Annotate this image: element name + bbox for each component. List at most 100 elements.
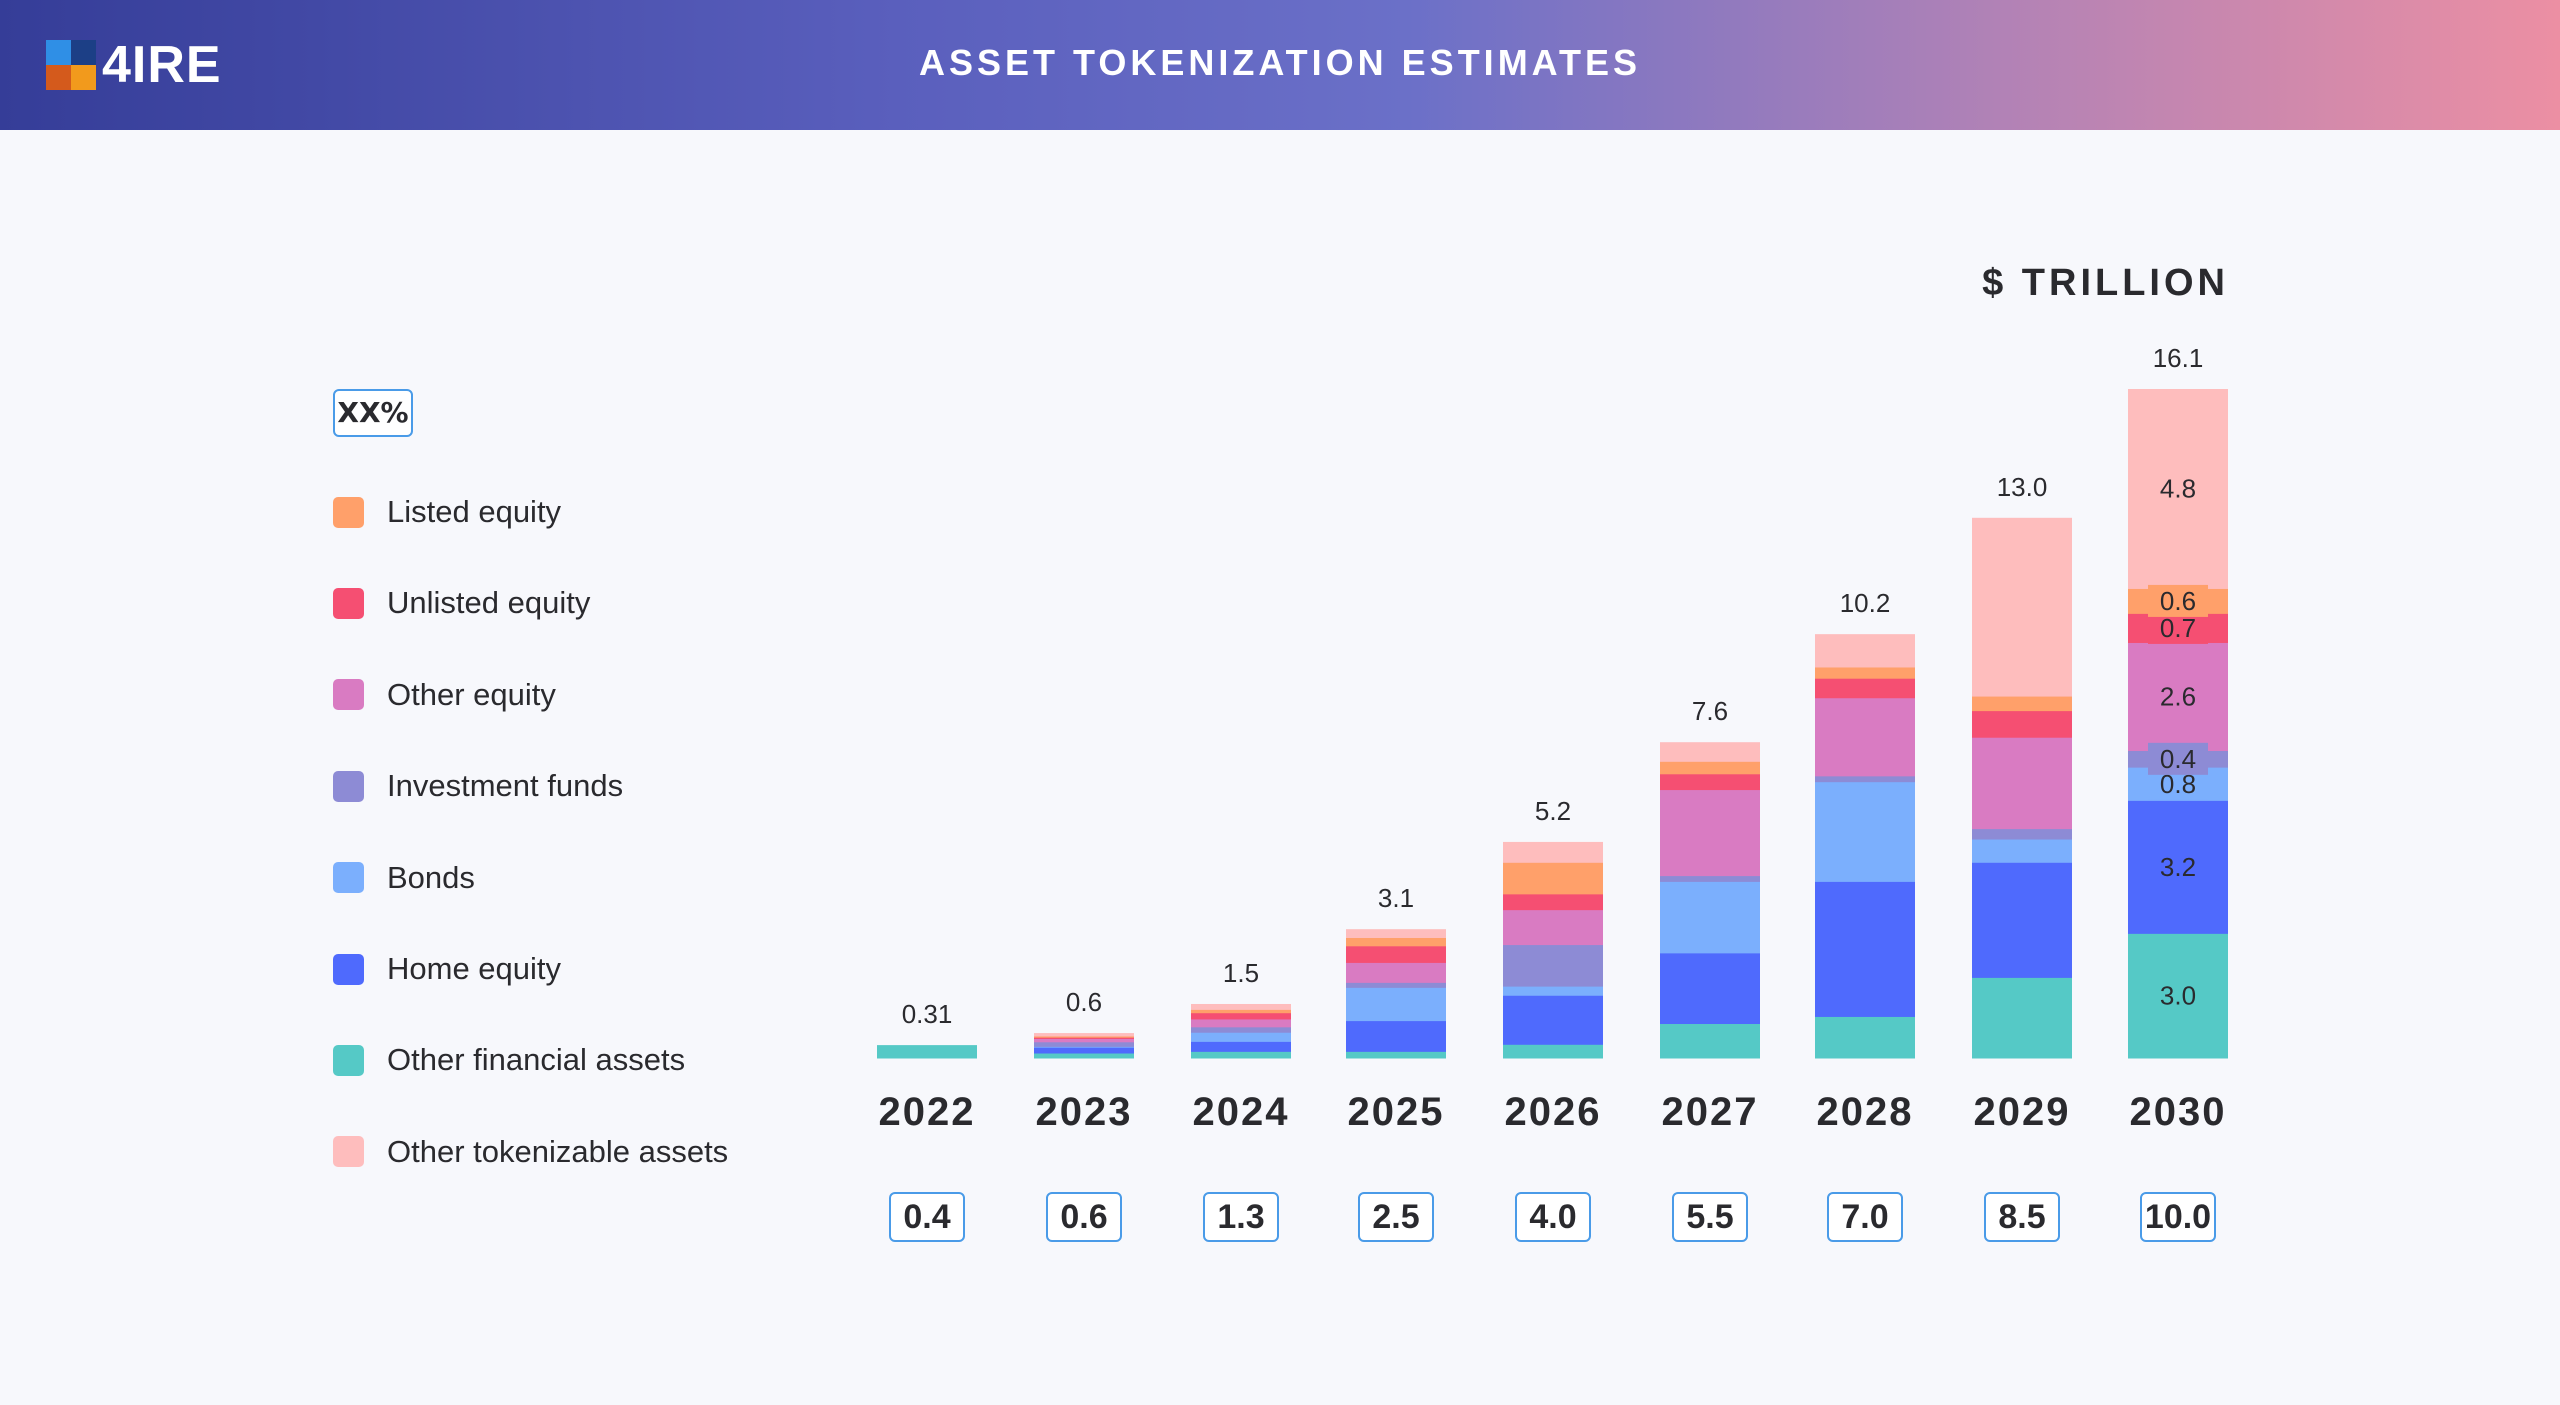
bar-total-label: 0.6 [1066, 987, 1102, 1017]
bar-segment [1972, 710, 2072, 738]
percent-box: 0.4 [889, 1192, 965, 1242]
bar-segment [1034, 1041, 1134, 1047]
bar-segment [1191, 1032, 1291, 1042]
percent-box: 10.0 [2140, 1192, 2216, 1242]
bar-segment [1660, 789, 1760, 877]
percent-key-box: XX% [333, 389, 413, 437]
segment-label-bg [2148, 611, 2208, 644]
bar-segment [1972, 828, 2072, 840]
legend-item: Unlisted equity [333, 583, 590, 623]
legend-swatch [333, 587, 364, 619]
bar-segment [1815, 697, 1915, 777]
legend-swatch [333, 496, 364, 528]
legend-label: Other tokenizable assets [387, 1133, 729, 1169]
bar-segment [1503, 1044, 1603, 1059]
percent-box: 7.0 [1827, 1192, 1903, 1242]
bar-segment [1815, 1016, 1915, 1059]
bar-segment [1191, 1009, 1291, 1014]
bar-segment [1815, 775, 1915, 783]
x-tick-label: 2027 [1661, 1090, 1759, 1134]
bar-segment [1503, 862, 1603, 895]
bar-segment [1660, 881, 1760, 954]
bar-total-label: 10.2 [1840, 588, 1891, 618]
x-tick-label: 2023 [1035, 1090, 1133, 1134]
legend-item: Listed equity [333, 492, 561, 532]
segment-label-bg [2148, 742, 2208, 775]
bar-segment [877, 1045, 977, 1059]
bar-segment [1660, 761, 1760, 775]
legend-swatch [333, 770, 364, 802]
legend-item: Other financial assets [333, 1040, 685, 1080]
bar-total-label: 5.2 [1535, 796, 1571, 826]
x-tick-label: 2030 [2129, 1090, 2227, 1134]
logo-mark-icon [46, 40, 96, 90]
bar-segment [1815, 634, 1915, 668]
bar-segment [1972, 977, 2072, 1059]
x-tick-label: 2022 [878, 1090, 976, 1134]
x-tick-label: 2029 [1973, 1090, 2071, 1134]
bar-segment [1191, 1018, 1291, 1028]
segment-value-label: 3.2 [2160, 852, 2196, 882]
bar-segment [1191, 1003, 1291, 1010]
legend-label: Listed equity [387, 494, 562, 529]
bar-segment [1503, 841, 1603, 863]
legend-item: Other tokenizable assets [333, 1132, 728, 1172]
bar-segment [1346, 945, 1446, 963]
legend-item: Investment funds [333, 766, 623, 806]
bar-segment [1503, 995, 1603, 1045]
x-tick-label: 2025 [1347, 1090, 1445, 1134]
bar-segment [1034, 1053, 1134, 1059]
bar-segment [1034, 1046, 1134, 1048]
legend-swatch [333, 679, 364, 711]
percent-box: 4.0 [1515, 1192, 1591, 1242]
bar-segment [1660, 875, 1760, 882]
legend-item: Home equity [333, 949, 561, 989]
bar-segment [1346, 987, 1446, 1022]
unit-label: $ TRILLION [1982, 262, 2229, 304]
bar-total-label: 7.6 [1692, 696, 1728, 726]
bar-segment [1972, 517, 2072, 697]
bar-segment [1972, 839, 2072, 863]
bar-segment [1191, 1051, 1291, 1059]
segment-value-label: 0.7 [2160, 613, 2196, 643]
bar-segment [1815, 781, 1915, 882]
legend-swatch [333, 862, 364, 894]
bar-segment [1346, 982, 1446, 988]
bar-segment [2128, 933, 2228, 1059]
legend-label: Bonds [387, 859, 475, 895]
bar-segment [1191, 1012, 1291, 1020]
bar-total-label: 16.1 [2153, 343, 2204, 373]
bar-segment [2128, 642, 2228, 752]
legend-item: Other equity [333, 675, 556, 715]
percent-box: 2.5 [1358, 1192, 1434, 1242]
bar-segment [1503, 944, 1603, 987]
segment-label-bg [2148, 584, 2208, 617]
percent-box: 8.5 [1984, 1192, 2060, 1242]
percent-box: 1.3 [1203, 1192, 1279, 1242]
bar-total-label: 3.1 [1378, 883, 1414, 913]
segment-value-label: 0.6 [2160, 586, 2196, 616]
bar-segment [1346, 1051, 1446, 1059]
percent-box: 0.6 [1046, 1192, 1122, 1242]
bar-segment [1034, 1047, 1134, 1054]
legend-swatch [333, 953, 364, 985]
segment-value-label: 2.6 [2160, 681, 2196, 711]
bar-segment [1346, 1020, 1446, 1052]
bar-segment [1191, 1041, 1291, 1052]
bar-segment [1503, 986, 1603, 996]
bar-total-label: 1.5 [1223, 958, 1259, 988]
bar-segment [1346, 962, 1446, 983]
bar-segment [1972, 696, 2072, 712]
bar-segment [1660, 1023, 1760, 1059]
legend-label: Unlisted equity [387, 585, 591, 621]
bar-segment [1346, 937, 1446, 947]
legend-swatch [333, 1044, 364, 1076]
bar-segment [1346, 929, 1446, 938]
x-tick-label: 2024 [1192, 1090, 1290, 1134]
legend-item: Bonds [333, 858, 475, 898]
page-title: ASSET TOKENIZATION ESTIMATES [918, 42, 1642, 83]
bar-segment [1034, 1038, 1134, 1043]
legend-label: Investment funds [387, 768, 624, 804]
bar-segment [1034, 1033, 1134, 1037]
